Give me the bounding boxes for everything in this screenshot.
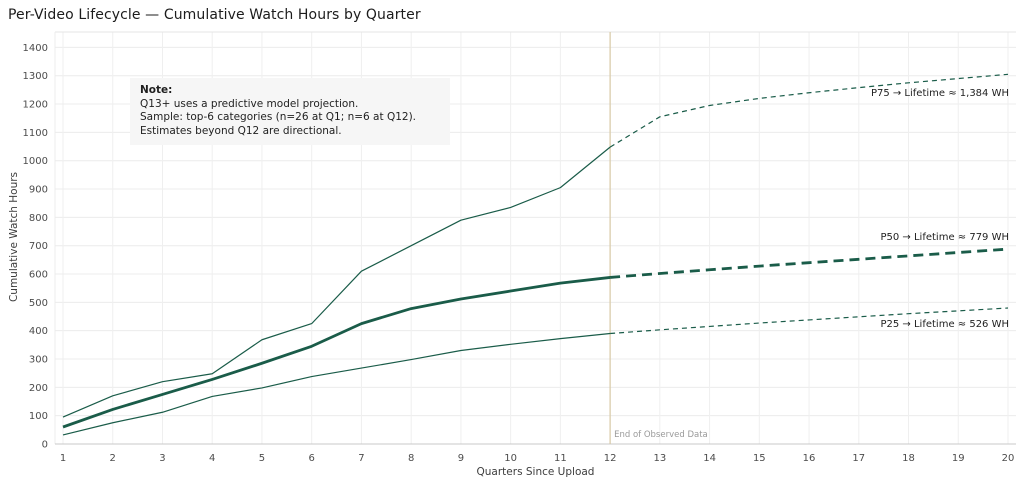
x-tick-label: 11 — [554, 453, 567, 464]
series-label-p75: P75 → Lifetime ≈ 1,384 WH — [870, 88, 1009, 99]
y-axis-title: Cumulative Watch Hours — [8, 171, 20, 303]
x-tick-label: 13 — [653, 453, 666, 464]
note-line-3: Estimates beyond Q12 are directional. — [140, 124, 342, 137]
x-tick-label: 2 — [110, 453, 116, 464]
x-tick-label: 16 — [803, 453, 816, 464]
series-p25-projection-line — [610, 307, 1009, 335]
x-tick-label: 14 — [703, 453, 716, 464]
x-tick-label: 20 — [1002, 453, 1015, 464]
series-label-p25: P25 → Lifetime ≈ 526 WH — [880, 319, 1009, 330]
x-tick-label: 7 — [358, 453, 364, 464]
x-tick-label: 1 — [60, 453, 66, 464]
y-tick-label: 1000 — [23, 156, 48, 167]
y-tick-label: 1300 — [23, 71, 48, 82]
x-tick-label: 17 — [852, 453, 865, 464]
y-tick-label: 1100 — [23, 128, 48, 139]
x-tick-label: 5 — [259, 453, 265, 464]
y-tick-label: 200 — [29, 383, 48, 394]
x-tick-label: 4 — [209, 453, 215, 464]
chart-title: Per-Video Lifecycle — Cumulative Watch H… — [8, 7, 421, 23]
y-tick-label: 500 — [29, 298, 48, 309]
y-tick-label: 700 — [29, 241, 48, 252]
x-tick-label: 19 — [952, 453, 965, 464]
y-tick-label: 100 — [29, 411, 48, 422]
y-tick-label: 600 — [29, 270, 48, 281]
y-tick-label: 300 — [29, 355, 48, 366]
series-p75-projection-line — [609, 73, 1009, 148]
y-tick-label: 400 — [29, 326, 48, 337]
y-tick-label: 900 — [29, 185, 48, 196]
series-p50-observed-line — [62, 276, 611, 429]
note-heading: Note: — [140, 84, 173, 96]
note-line-1: Q13+ uses a predictive model projection. — [140, 97, 359, 110]
y-tick-label: 0 — [42, 440, 48, 451]
x-tick-label: 10 — [504, 453, 517, 464]
end-of-observed-data-label: End of Observed Data — [614, 430, 708, 440]
x-tick-label: 15 — [753, 453, 766, 464]
series-label-p50: P50 → Lifetime ≈ 779 WH — [880, 232, 1009, 243]
x-tick-label: 3 — [159, 453, 165, 464]
x-axis-title: Quarters Since Upload — [476, 466, 595, 478]
x-tick-label: 12 — [604, 453, 617, 464]
y-tick-label: 1400 — [23, 43, 48, 54]
x-tick-label: 8 — [408, 453, 414, 464]
y-tick-label: 800 — [29, 213, 48, 224]
x-tick-label: 9 — [458, 453, 464, 464]
note-annotation-box: Note: Q13+ uses a predictive model proje… — [130, 78, 450, 145]
x-tick-label: 6 — [308, 453, 314, 464]
series-p75-observed-line — [62, 146, 611, 418]
x-tick-label: 18 — [902, 453, 915, 464]
series-p50-projection-line — [609, 247, 1009, 279]
y-tick-label: 1200 — [23, 100, 48, 111]
note-line-2: Sample: top-6 categories (n=26 at Q1; n=… — [140, 111, 417, 123]
series-p25-observed-line — [62, 332, 611, 436]
